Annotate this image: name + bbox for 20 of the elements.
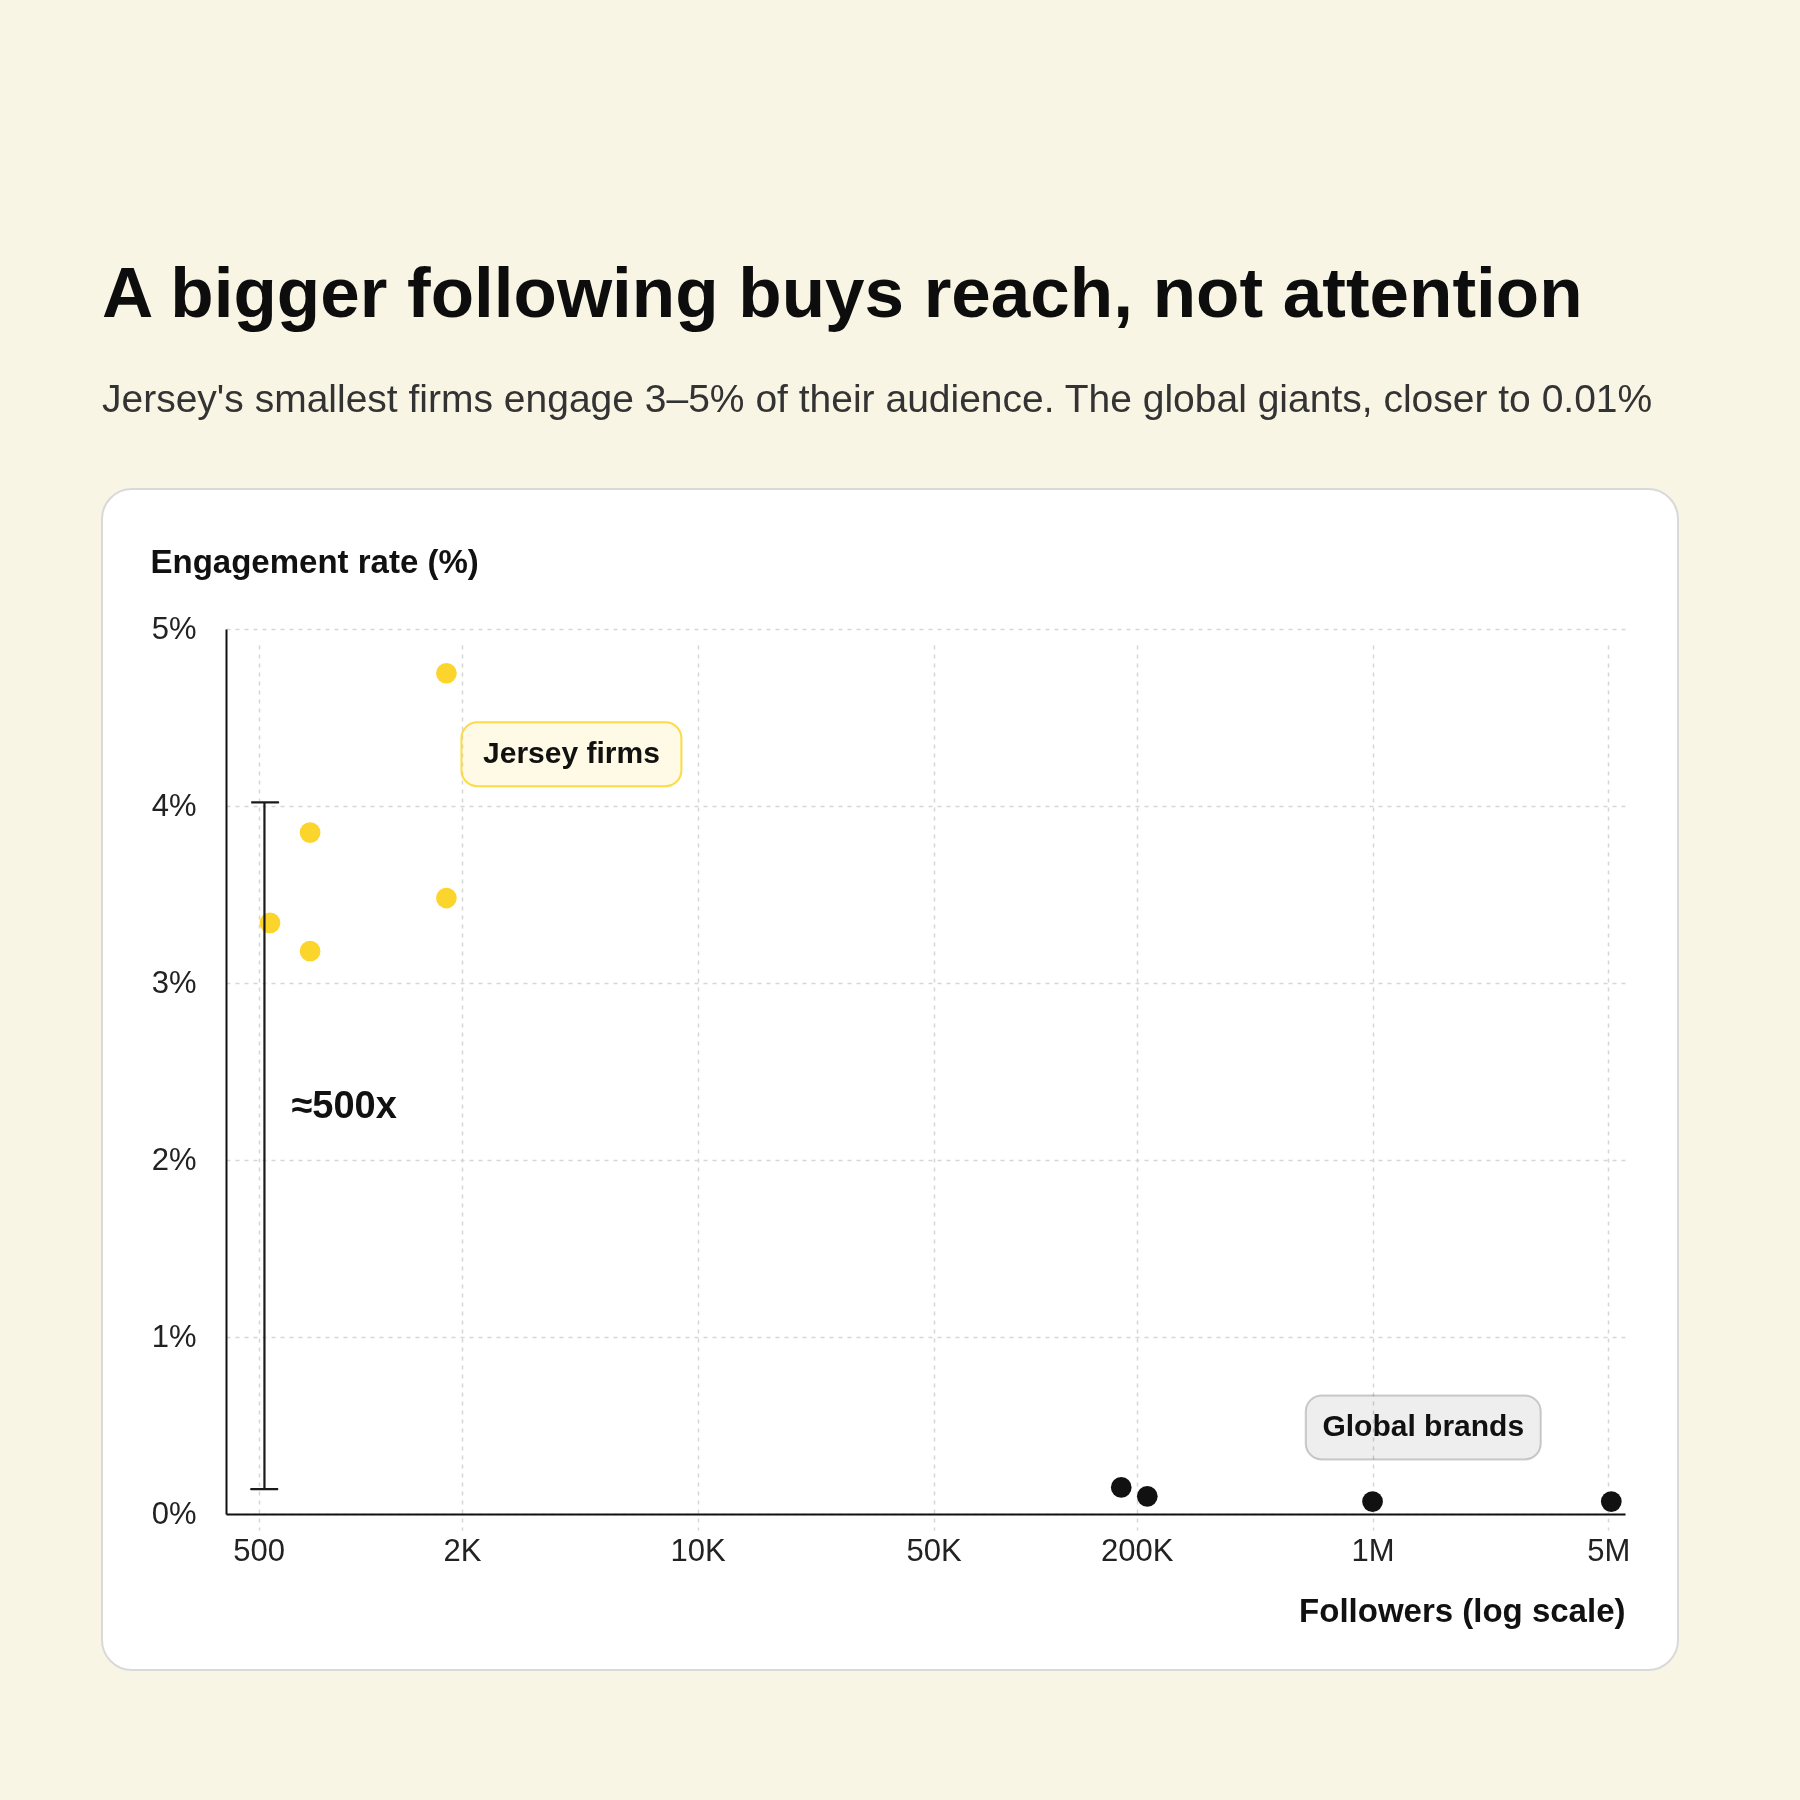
y-tick-label: 1% (151, 1318, 197, 1354)
y-tick-label: 0% (151, 1495, 197, 1531)
y-axis-title: Engagement rate (%) (150, 542, 479, 580)
x-tick-label: 500 (233, 1532, 286, 1568)
x-tick-label: 2K (443, 1532, 482, 1568)
text: Global brands (1322, 1409, 1525, 1443)
x-tick-label: 5M (1587, 1532, 1631, 1568)
x-tick-label: 1M (1351, 1532, 1395, 1568)
chart-subtitle: Jersey's smallest firms engage 3–5% of their audience. The global giants, closer to 0.01% (102, 377, 1653, 420)
chart-title: A bigger following buys reach, not attention (102, 253, 1583, 332)
y-tick-label: 2% (151, 1141, 197, 1177)
annotation: ≈500x (291, 1083, 397, 1126)
text: Jersey firms (483, 736, 660, 770)
x-tick-label: 200K (1100, 1532, 1174, 1568)
y-tick-label: 5% (151, 610, 197, 646)
x-axis-title: Followers (log scale) (1299, 1591, 1626, 1629)
y-tick-label: 4% (151, 787, 197, 823)
y-tick-label: 3% (151, 964, 197, 1000)
x-tick-label: 50K (906, 1532, 962, 1568)
x-tick-label: 10K (670, 1532, 727, 1568)
